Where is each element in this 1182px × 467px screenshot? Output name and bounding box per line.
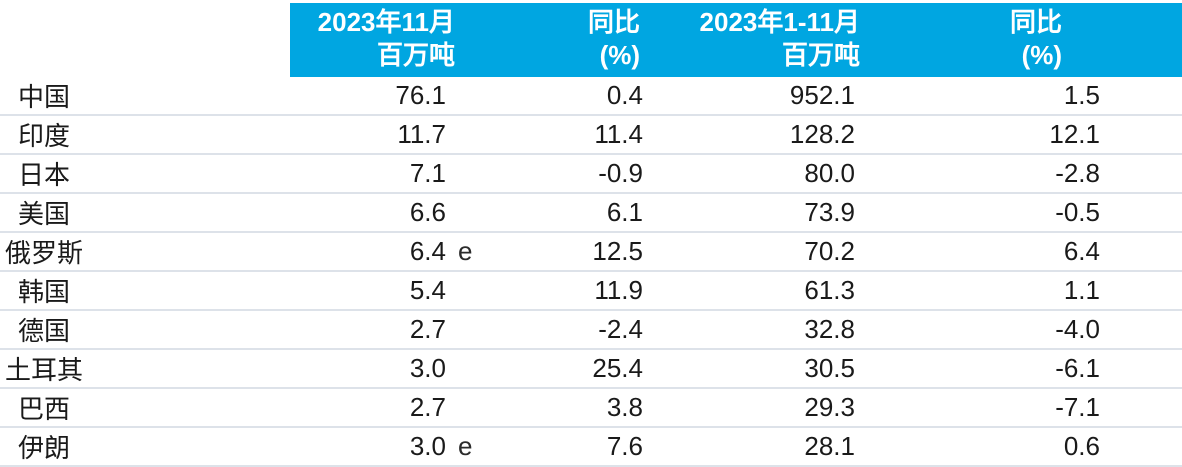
ytd-yoy-value: 6.4 (1063, 236, 1100, 266)
ytd-tonnage-value: 70.2 (804, 236, 855, 266)
nov-yoy-value: 7.6 (606, 431, 643, 461)
ytd-yoy-value: -0.5 (1055, 197, 1100, 227)
ytd-yoy-value: -2.8 (1055, 158, 1100, 188)
ytd-yoy-value: -6.1 (1055, 353, 1100, 383)
table-row-russia: 俄罗斯 6.4 e 12.5 70.2 6.4 (0, 233, 1182, 272)
col-header-unit: (%) (1021, 40, 1062, 70)
country-label: 德国 (17, 316, 70, 346)
col-header-unit: (%) (599, 40, 640, 70)
nov-tonnage-value: 76.1 (395, 80, 446, 110)
col-header-period: 2023年11月 (317, 7, 455, 37)
table-row-turkey: 土耳其 3.0 25.4 30.5 -6.1 (0, 350, 1182, 389)
col-header-unit: 百万吨 (781, 40, 860, 70)
table-row-iran: 伊朗 3.0 e 7.6 28.1 0.6 (0, 428, 1182, 467)
nov-yoy-value: 12.5 (592, 236, 643, 266)
nov-tonnage-value: 2.7 (409, 392, 446, 422)
ytd-yoy-value: 12.1 (1049, 119, 1100, 149)
table-row-brazil: 巴西 2.7 3.8 29.3 -7.1 (0, 389, 1182, 428)
country-label: 日本 (17, 160, 70, 190)
nov-yoy-value: 25.4 (592, 353, 643, 383)
nov-yoy-value: 6.1 (606, 197, 643, 227)
ytd-tonnage-value: 128.2 (789, 119, 855, 149)
nov-tonnage-value: 11.7 (397, 119, 446, 149)
table-row-japan: 日本 7.1 -0.9 80.0 -2.8 (0, 155, 1182, 194)
ytd-tonnage-value: 32.8 (804, 314, 855, 344)
ytd-tonnage-value: 29.3 (804, 392, 855, 422)
col-header-nov-yoy: 同比 (%) (476, 3, 673, 77)
nov-yoy-value: -0.9 (598, 158, 643, 188)
ytd-tonnage-value: 73.9 (804, 197, 855, 227)
ytd-yoy-value: 0.6 (1063, 431, 1100, 461)
ytd-tonnage-value: 30.5 (804, 353, 855, 383)
nov-yoy-value: 0.4 (606, 80, 643, 110)
ytd-yoy-value: 1.5 (1063, 80, 1100, 110)
col-header-ytd-yoy: 同比 (%) (885, 3, 1182, 77)
ytd-yoy-value: 1.1 (1063, 275, 1100, 305)
nov-tonnage-value: 3.0 (409, 353, 446, 383)
col-header-ytd-tonnage: 2023年1-11月 百万吨 (673, 3, 885, 77)
header-row: 2023年11月 百万吨 同比 (%) 2023年1-11月 百万吨 同比 (%… (0, 3, 1182, 77)
country-label: 伊朗 (17, 433, 70, 463)
nov-tonnage-value: 6.4 (409, 236, 446, 266)
nov-yoy-value: 11.4 (594, 119, 643, 149)
nov-tonnage-value: 3.0 (409, 431, 446, 461)
table-row-germany: 德国 2.7 -2.4 32.8 -4.0 (0, 311, 1182, 350)
nov-tonnage-value: 6.6 (409, 197, 446, 227)
country-label: 美国 (17, 199, 70, 229)
col-header-unit: 百万吨 (376, 40, 455, 70)
nov-tonnage-value: 2.7 (409, 314, 446, 344)
country-label: 土耳其 (4, 355, 83, 385)
table-row-china: 中国 76.1 0.4 952.1 1.5 (0, 77, 1182, 116)
table-row-usa: 美国 6.6 6.1 73.9 -0.5 (0, 194, 1182, 233)
estimate-flag: e (458, 236, 473, 266)
country-label: 巴西 (17, 394, 70, 424)
col-header-period: 2023年1-11月 (699, 7, 860, 37)
table-row-south-korea: 韩国 5.4 11.9 61.3 1.1 (0, 272, 1182, 311)
ytd-yoy-value: -7.1 (1055, 392, 1100, 422)
col-header-period: 同比 (1009, 7, 1062, 37)
nov-yoy-value: 11.9 (594, 275, 643, 305)
ytd-yoy-value: -4.0 (1055, 314, 1100, 344)
table-row-india: 印度 11.7 11.4 128.2 12.1 (0, 116, 1182, 155)
country-label: 印度 (17, 121, 70, 151)
ytd-tonnage-value: 952.1 (789, 80, 855, 110)
country-label: 中国 (17, 82, 70, 112)
col-header-nov-tonnage: 2023年11月 百万吨 (290, 3, 476, 77)
nov-tonnage-value: 7.1 (409, 158, 446, 188)
nov-yoy-value: -2.4 (598, 314, 643, 344)
ytd-tonnage-value: 28.1 (804, 431, 855, 461)
nov-tonnage-value: 5.4 (409, 275, 446, 305)
estimate-flag: e (458, 431, 473, 461)
ytd-tonnage-value: 61.3 (804, 275, 855, 305)
corner-cell (0, 3, 290, 77)
data-table: 2023年11月 百万吨 同比 (%) 2023年1-11月 百万吨 同比 (%… (0, 3, 1182, 467)
ytd-tonnage-value: 80.0 (804, 158, 855, 188)
country-label: 韩国 (17, 277, 70, 307)
col-header-period: 同比 (587, 7, 640, 37)
country-label: 俄罗斯 (4, 238, 83, 268)
nov-yoy-value: 3.8 (606, 392, 643, 422)
